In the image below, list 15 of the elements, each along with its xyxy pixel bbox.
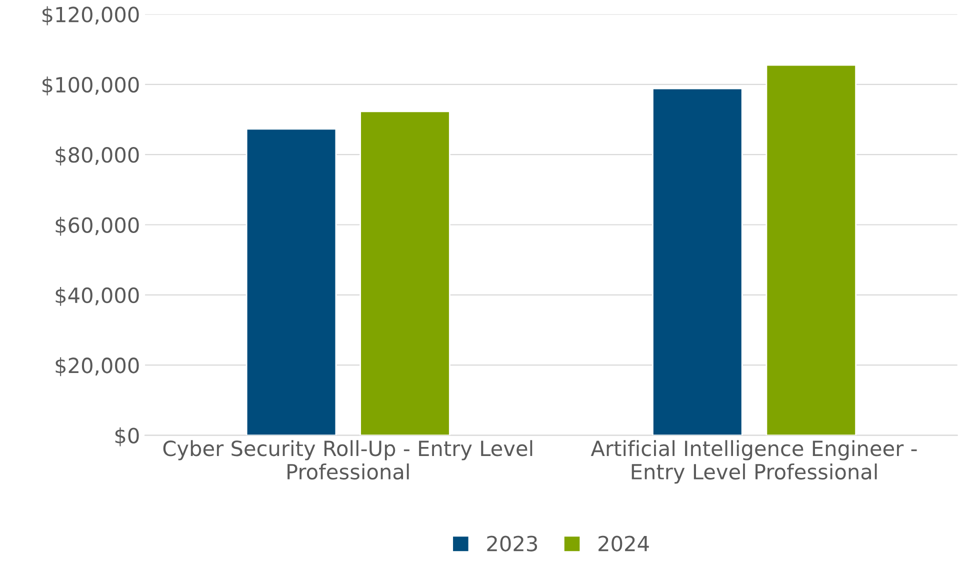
y-tick-label: $80,000 — [56, 146, 139, 166]
bar — [652, 88, 743, 436]
bar — [360, 110, 450, 436]
bar — [766, 64, 856, 436]
y-tick-label: $120,000 — [42, 6, 139, 26]
y-tick-label: $0 — [115, 427, 139, 446]
bar — [246, 128, 337, 436]
y-tick-label: $20,000 — [56, 357, 139, 376]
y-tick-label: $40,000 — [56, 287, 139, 306]
x-tick-label: Cyber Security Roll-Up - Entry Level Professional — [163, 440, 532, 480]
legend-label: 2024 — [598, 536, 649, 552]
x-tick-label: Artificial Intelligence Engineer - Entry Level Professional — [590, 440, 917, 484]
y-tick-label: $100,000 — [42, 76, 139, 96]
y-tick-label: $60,000 — [56, 216, 139, 236]
legend-label: 2023 — [487, 536, 538, 552]
